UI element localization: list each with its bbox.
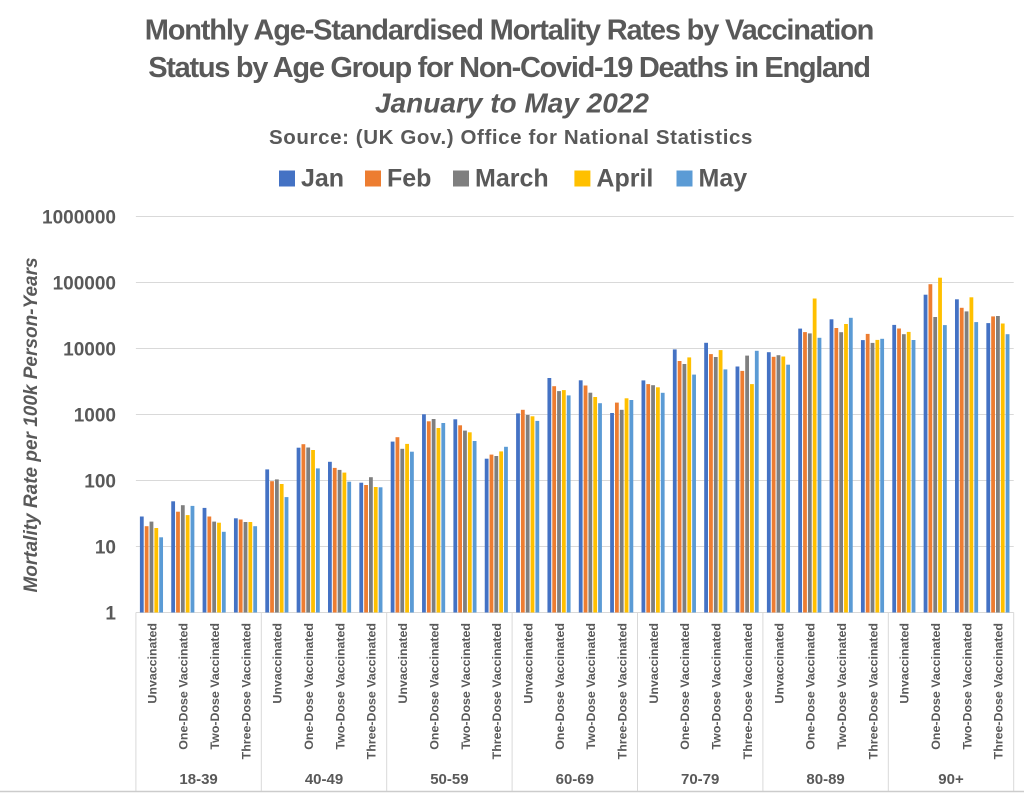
svg-text:80-89: 80-89 bbox=[806, 771, 844, 788]
svg-text:March: March bbox=[475, 165, 549, 193]
svg-text:Unvaccinated: Unvaccinated bbox=[396, 623, 410, 704]
svg-text:1000000: 1000000 bbox=[42, 207, 116, 228]
svg-text:1: 1 bbox=[105, 603, 116, 624]
svg-text:Status by Age Group for Non-Co: Status by Age Group for Non-Covid-19 Dea… bbox=[148, 52, 869, 84]
svg-text:40-49: 40-49 bbox=[305, 771, 343, 788]
svg-text:50-59: 50-59 bbox=[430, 771, 468, 788]
svg-text:One-Dose Vaccinated: One-Dose Vaccinated bbox=[553, 623, 567, 750]
svg-text:Jan: Jan bbox=[301, 165, 344, 193]
svg-text:Unvaccinated: Unvaccinated bbox=[772, 623, 786, 704]
svg-text:One-Dose Vaccinated: One-Dose Vaccinated bbox=[177, 623, 191, 750]
svg-text:Three-Dose Vaccinated: Three-Dose Vaccinated bbox=[365, 623, 379, 759]
svg-text:18-39: 18-39 bbox=[179, 771, 217, 788]
svg-text:Two-Dose Vaccinated: Two-Dose Vaccinated bbox=[333, 623, 347, 749]
svg-text:Two-Dose Vaccinated: Two-Dose Vaccinated bbox=[584, 623, 598, 749]
svg-text:One-Dose Vaccinated: One-Dose Vaccinated bbox=[302, 623, 316, 750]
svg-text:Three-Dose Vaccinated: Three-Dose Vaccinated bbox=[741, 623, 755, 759]
svg-text:One-Dose Vaccinated: One-Dose Vaccinated bbox=[678, 623, 692, 750]
svg-text:One-Dose Vaccinated: One-Dose Vaccinated bbox=[929, 623, 943, 750]
svg-text:Two-Dose Vaccinated: Two-Dose Vaccinated bbox=[459, 623, 473, 749]
svg-text:Unvaccinated: Unvaccinated bbox=[522, 623, 536, 704]
svg-text:Source: (UK Gov.) Office for N: Source: (UK Gov.) Office for National St… bbox=[269, 126, 753, 149]
svg-text:Unvaccinated: Unvaccinated bbox=[647, 623, 661, 704]
svg-text:10: 10 bbox=[95, 537, 116, 558]
svg-text:100000: 100000 bbox=[53, 273, 116, 294]
svg-text:100: 100 bbox=[84, 471, 116, 492]
svg-text:Two-Dose Vaccinated: Two-Dose Vaccinated bbox=[960, 623, 974, 749]
svg-text:Three-Dose Vaccinated: Three-Dose Vaccinated bbox=[239, 623, 253, 759]
svg-text:Two-Dose Vaccinated: Two-Dose Vaccinated bbox=[835, 623, 849, 749]
svg-text:Unvaccinated: Unvaccinated bbox=[898, 623, 912, 704]
svg-text:1000: 1000 bbox=[74, 405, 116, 426]
svg-text:January to May 2022: January to May 2022 bbox=[375, 87, 649, 118]
svg-text:Monthly Age-Standardised Morta: Monthly Age-Standardised Mortality Rates… bbox=[145, 15, 873, 47]
svg-text:One-Dose Vaccinated: One-Dose Vaccinated bbox=[804, 623, 818, 750]
svg-text:Three-Dose Vaccinated: Three-Dose Vaccinated bbox=[616, 623, 630, 759]
svg-text:60-69: 60-69 bbox=[556, 771, 594, 788]
svg-text:90+: 90+ bbox=[938, 771, 964, 788]
svg-text:Three-Dose Vaccinated: Three-Dose Vaccinated bbox=[490, 623, 504, 759]
svg-text:10000: 10000 bbox=[63, 339, 116, 360]
svg-text:April: April bbox=[596, 165, 653, 193]
svg-text:Three-Dose Vaccinated: Three-Dose Vaccinated bbox=[866, 623, 880, 759]
svg-text:One-Dose Vaccinated: One-Dose Vaccinated bbox=[427, 623, 441, 750]
svg-text:70-79: 70-79 bbox=[681, 771, 719, 788]
svg-text:Three-Dose Vaccinated: Three-Dose Vaccinated bbox=[992, 623, 1006, 759]
svg-text:Mortality Rate per 100k Person: Mortality Rate per 100k Person-Years bbox=[21, 257, 42, 592]
svg-text:Two-Dose Vaccinated: Two-Dose Vaccinated bbox=[208, 623, 222, 749]
svg-text:Two-Dose Vaccinated: Two-Dose Vaccinated bbox=[710, 623, 724, 749]
svg-text:Unvaccinated: Unvaccinated bbox=[145, 623, 159, 704]
svg-text:Feb: Feb bbox=[387, 165, 431, 193]
svg-text:Unvaccinated: Unvaccinated bbox=[271, 623, 285, 704]
svg-text:May: May bbox=[699, 165, 748, 193]
